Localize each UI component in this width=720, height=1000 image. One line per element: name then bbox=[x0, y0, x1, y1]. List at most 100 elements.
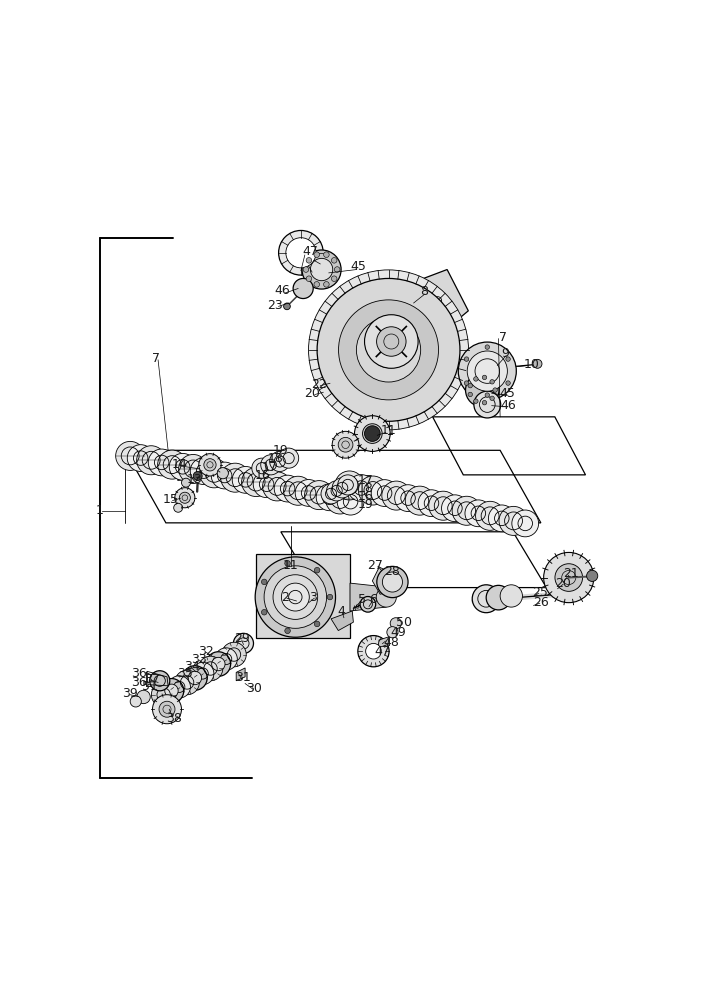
Circle shape bbox=[165, 684, 178, 698]
Circle shape bbox=[485, 345, 490, 349]
Circle shape bbox=[544, 552, 594, 603]
Text: 17: 17 bbox=[262, 461, 278, 474]
Text: 9: 9 bbox=[501, 347, 509, 360]
Circle shape bbox=[387, 627, 398, 638]
Circle shape bbox=[468, 383, 472, 388]
Circle shape bbox=[261, 579, 267, 585]
Circle shape bbox=[334, 267, 340, 272]
Polygon shape bbox=[256, 554, 350, 638]
Text: 11: 11 bbox=[381, 424, 397, 437]
Circle shape bbox=[175, 488, 195, 508]
Circle shape bbox=[215, 648, 238, 670]
Circle shape bbox=[464, 357, 469, 361]
Circle shape bbox=[587, 570, 598, 581]
Circle shape bbox=[295, 480, 322, 506]
Text: 7: 7 bbox=[499, 331, 507, 344]
Circle shape bbox=[472, 585, 500, 613]
Circle shape bbox=[390, 618, 401, 629]
Polygon shape bbox=[236, 668, 245, 681]
Circle shape bbox=[395, 485, 421, 512]
Circle shape bbox=[279, 230, 323, 275]
Circle shape bbox=[332, 478, 352, 498]
Circle shape bbox=[348, 475, 374, 501]
Circle shape bbox=[127, 445, 154, 471]
Circle shape bbox=[183, 666, 207, 690]
Circle shape bbox=[555, 564, 582, 591]
Text: 45: 45 bbox=[350, 260, 366, 273]
Circle shape bbox=[464, 381, 469, 385]
Circle shape bbox=[335, 471, 364, 500]
Circle shape bbox=[499, 506, 528, 535]
Text: 19: 19 bbox=[273, 444, 289, 457]
Circle shape bbox=[199, 459, 229, 488]
Text: 47: 47 bbox=[302, 245, 318, 258]
Circle shape bbox=[233, 466, 259, 493]
Circle shape bbox=[285, 628, 290, 634]
Text: 2: 2 bbox=[282, 591, 289, 604]
Circle shape bbox=[506, 357, 510, 361]
Circle shape bbox=[354, 416, 390, 451]
Circle shape bbox=[363, 424, 382, 443]
Circle shape bbox=[327, 481, 346, 501]
Circle shape bbox=[405, 486, 434, 515]
Text: 15: 15 bbox=[163, 493, 179, 506]
Circle shape bbox=[174, 503, 183, 512]
Circle shape bbox=[242, 468, 271, 497]
Circle shape bbox=[279, 448, 299, 468]
Circle shape bbox=[284, 476, 312, 505]
Circle shape bbox=[159, 679, 184, 703]
Circle shape bbox=[261, 609, 267, 615]
Text: 11: 11 bbox=[283, 559, 299, 572]
Circle shape bbox=[474, 391, 500, 418]
Circle shape bbox=[261, 455, 281, 475]
Circle shape bbox=[490, 380, 495, 384]
Circle shape bbox=[506, 381, 510, 385]
Circle shape bbox=[338, 437, 353, 452]
Text: 31: 31 bbox=[235, 671, 251, 684]
Circle shape bbox=[382, 286, 390, 294]
Circle shape bbox=[382, 321, 390, 329]
Text: 18: 18 bbox=[358, 482, 374, 495]
Circle shape bbox=[493, 388, 498, 392]
Circle shape bbox=[474, 377, 478, 381]
Circle shape bbox=[323, 282, 329, 287]
Text: 16: 16 bbox=[358, 490, 374, 503]
Text: 49: 49 bbox=[391, 626, 407, 639]
Circle shape bbox=[314, 282, 320, 287]
Circle shape bbox=[137, 446, 166, 475]
Circle shape bbox=[533, 359, 542, 368]
Circle shape bbox=[153, 695, 181, 724]
Circle shape bbox=[338, 300, 438, 400]
Text: 27: 27 bbox=[366, 559, 382, 572]
Circle shape bbox=[211, 462, 238, 489]
Circle shape bbox=[263, 472, 292, 501]
Circle shape bbox=[358, 636, 389, 667]
Text: 45: 45 bbox=[500, 387, 516, 400]
Circle shape bbox=[468, 392, 472, 397]
Text: 33: 33 bbox=[192, 653, 207, 666]
Text: 4: 4 bbox=[337, 605, 345, 618]
Text: 39: 39 bbox=[122, 687, 138, 700]
Text: 13: 13 bbox=[187, 473, 203, 486]
Circle shape bbox=[488, 505, 516, 532]
Circle shape bbox=[331, 276, 337, 281]
Text: 17: 17 bbox=[358, 474, 374, 487]
Circle shape bbox=[338, 475, 358, 495]
Circle shape bbox=[309, 270, 469, 430]
Circle shape bbox=[193, 472, 202, 480]
Circle shape bbox=[305, 481, 333, 510]
Text: 28: 28 bbox=[384, 565, 400, 578]
Circle shape bbox=[286, 238, 316, 268]
Text: 29: 29 bbox=[234, 632, 250, 645]
Text: 6: 6 bbox=[369, 593, 377, 606]
Circle shape bbox=[130, 696, 141, 707]
Circle shape bbox=[377, 327, 406, 356]
Circle shape bbox=[315, 621, 320, 627]
Circle shape bbox=[198, 656, 222, 681]
Circle shape bbox=[323, 252, 329, 257]
Circle shape bbox=[467, 351, 508, 391]
Text: 21: 21 bbox=[563, 567, 579, 580]
Circle shape bbox=[332, 431, 359, 458]
Text: 14: 14 bbox=[171, 458, 187, 471]
Text: 20: 20 bbox=[304, 387, 320, 400]
